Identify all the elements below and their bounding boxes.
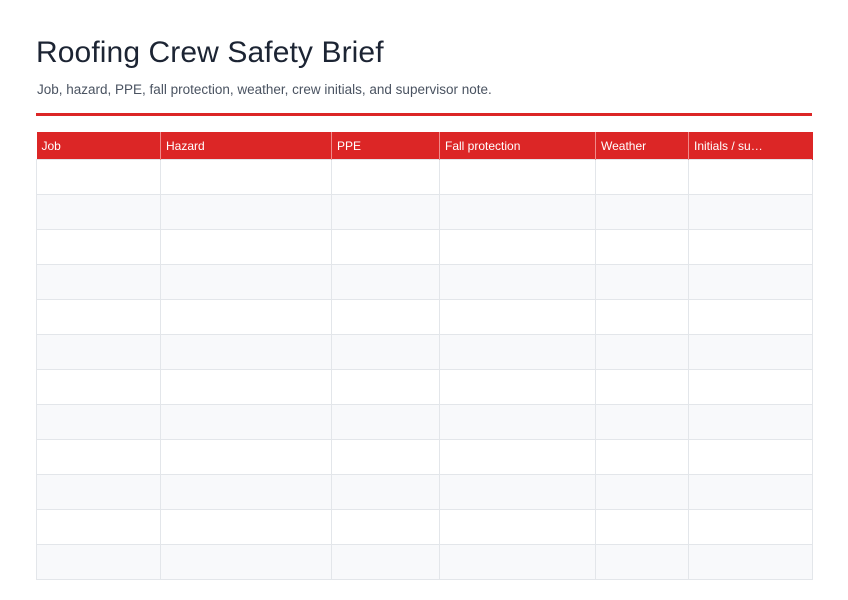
- table-cell-ppe[interactable]: [331, 369, 440, 405]
- table-cell-fall-protection[interactable]: [439, 264, 596, 300]
- table-cell-job[interactable]: [36, 159, 161, 195]
- table-cell-job[interactable]: [36, 404, 161, 440]
- table-cell-ppe[interactable]: [331, 404, 440, 440]
- column-header-hazard: Hazard: [160, 132, 332, 160]
- table-cell-ppe[interactable]: [331, 229, 440, 265]
- table-row: [36, 159, 813, 195]
- table-cell-job[interactable]: [36, 369, 161, 405]
- table-cell-fall-protection[interactable]: [439, 474, 596, 510]
- table-cell-initials-supervisor[interactable]: [688, 509, 813, 545]
- title-divider: [36, 113, 812, 116]
- table-cell-weather[interactable]: [595, 194, 689, 230]
- table-cell-initials-supervisor[interactable]: [688, 439, 813, 475]
- table-cell-ppe[interactable]: [331, 264, 440, 300]
- table-cell-weather[interactable]: [595, 264, 689, 300]
- column-header-weather: Weather: [595, 132, 689, 160]
- table-cell-hazard[interactable]: [160, 404, 332, 440]
- table-cell-hazard[interactable]: [160, 439, 332, 475]
- table-cell-job[interactable]: [36, 334, 161, 370]
- table-row: [36, 509, 813, 545]
- table-cell-fall-protection[interactable]: [439, 299, 596, 335]
- table-cell-initials-supervisor[interactable]: [688, 299, 813, 335]
- table-cell-initials-supervisor[interactable]: [688, 474, 813, 510]
- table-cell-job[interactable]: [36, 474, 161, 510]
- table-row: [36, 194, 813, 230]
- table-cell-fall-protection[interactable]: [439, 509, 596, 545]
- table-cell-weather[interactable]: [595, 474, 689, 510]
- table-cell-ppe[interactable]: [331, 299, 440, 335]
- table-cell-hazard[interactable]: [160, 229, 332, 265]
- table-cell-ppe[interactable]: [331, 194, 440, 230]
- table-cell-ppe[interactable]: [331, 474, 440, 510]
- table-cell-weather[interactable]: [595, 159, 689, 195]
- table-cell-weather[interactable]: [595, 369, 689, 405]
- table-cell-ppe[interactable]: [331, 334, 440, 370]
- table-cell-weather[interactable]: [595, 439, 689, 475]
- table-cell-job[interactable]: [36, 544, 161, 580]
- table-cell-hazard[interactable]: [160, 369, 332, 405]
- table-cell-ppe[interactable]: [331, 159, 440, 195]
- table-cell-initials-supervisor[interactable]: [688, 159, 813, 195]
- table-cell-hazard[interactable]: [160, 474, 332, 510]
- table-cell-hazard[interactable]: [160, 544, 332, 580]
- table-cell-hazard[interactable]: [160, 299, 332, 335]
- table-cell-job[interactable]: [36, 509, 161, 545]
- table-cell-fall-protection[interactable]: [439, 439, 596, 475]
- table-cell-hazard[interactable]: [160, 194, 332, 230]
- page-title: Roofing Crew Safety Brief: [36, 36, 384, 69]
- table-cell-fall-protection[interactable]: [439, 544, 596, 580]
- table-cell-fall-protection[interactable]: [439, 369, 596, 405]
- table-cell-weather[interactable]: [595, 404, 689, 440]
- table-row: [36, 439, 813, 475]
- table-cell-fall-protection[interactable]: [439, 404, 596, 440]
- table-cell-initials-supervisor[interactable]: [688, 229, 813, 265]
- table-body: [36, 159, 813, 580]
- table-cell-weather[interactable]: [595, 544, 689, 580]
- table-cell-hazard[interactable]: [160, 264, 332, 300]
- table-cell-ppe[interactable]: [331, 439, 440, 475]
- table-row: [36, 474, 813, 510]
- table-cell-initials-supervisor[interactable]: [688, 264, 813, 300]
- table-cell-fall-protection[interactable]: [439, 229, 596, 265]
- table-cell-initials-supervisor[interactable]: [688, 404, 813, 440]
- table-cell-hazard[interactable]: [160, 334, 332, 370]
- table-cell-fall-protection[interactable]: [439, 159, 596, 195]
- table-row: [36, 369, 813, 405]
- table-header-row: Job Hazard PPE Fall protection Weather I…: [36, 132, 813, 160]
- table-cell-hazard[interactable]: [160, 509, 332, 545]
- table-row: [36, 544, 813, 580]
- table-cell-job[interactable]: [36, 299, 161, 335]
- document-page: Roofing Crew Safety Brief Job, hazard, P…: [36, 34, 813, 580]
- table-cell-initials-supervisor[interactable]: [688, 544, 813, 580]
- table-cell-job[interactable]: [36, 439, 161, 475]
- table-cell-hazard[interactable]: [160, 159, 332, 195]
- table-cell-initials-supervisor[interactable]: [688, 194, 813, 230]
- safety-brief-table: Job Hazard PPE Fall protection Weather I…: [36, 132, 813, 580]
- column-header-job: Job: [36, 132, 161, 160]
- table-row: [36, 264, 813, 300]
- table-cell-job[interactable]: [36, 194, 161, 230]
- column-header-ppe: PPE: [331, 132, 440, 160]
- column-header-initials-supervisor: Initials / su…: [688, 132, 813, 160]
- table-cell-job[interactable]: [36, 229, 161, 265]
- table-cell-weather[interactable]: [595, 334, 689, 370]
- table-cell-initials-supervisor[interactable]: [688, 369, 813, 405]
- table-cell-fall-protection[interactable]: [439, 194, 596, 230]
- table-row: [36, 404, 813, 440]
- table-cell-weather[interactable]: [595, 299, 689, 335]
- table-row: [36, 334, 813, 370]
- table-cell-weather[interactable]: [595, 509, 689, 545]
- table-cell-weather[interactable]: [595, 229, 689, 265]
- table-cell-initials-supervisor[interactable]: [688, 334, 813, 370]
- column-header-fall-protection: Fall protection: [439, 132, 596, 160]
- page-subtitle: Job, hazard, PPE, fall protection, weath…: [37, 82, 492, 97]
- table-cell-job[interactable]: [36, 264, 161, 300]
- table-cell-ppe[interactable]: [331, 509, 440, 545]
- table-cell-ppe[interactable]: [331, 544, 440, 580]
- table-cell-fall-protection[interactable]: [439, 334, 596, 370]
- table-row: [36, 229, 813, 265]
- table-row: [36, 299, 813, 335]
